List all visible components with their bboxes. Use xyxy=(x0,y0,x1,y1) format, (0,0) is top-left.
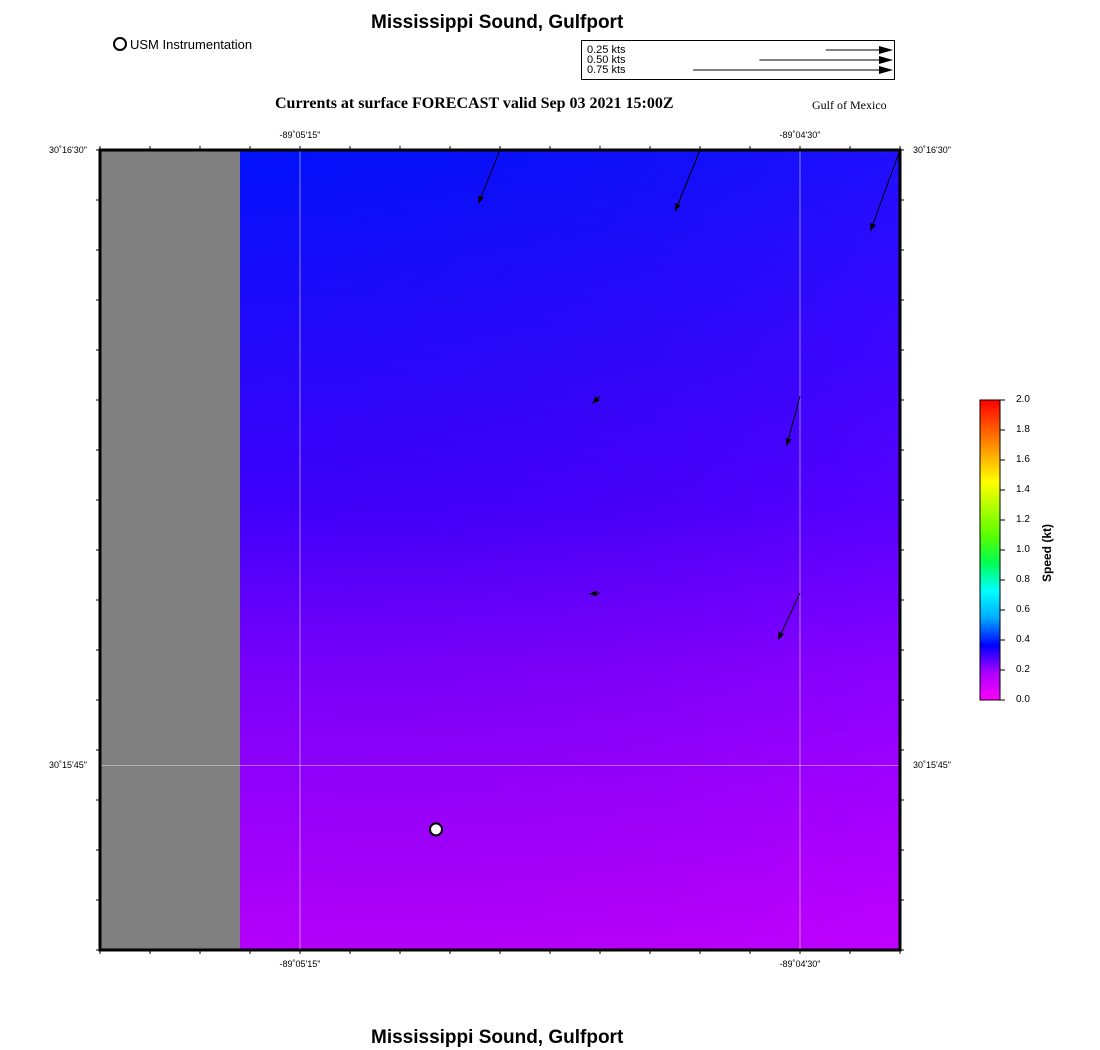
lon-tick-label: -89˚05'15" xyxy=(280,959,321,969)
colorbar-tick-label: 1.8 xyxy=(1016,424,1030,435)
colorbar-tick-label: 0.0 xyxy=(1016,694,1030,705)
lon-tick-label: -89˚04'30" xyxy=(780,130,821,140)
lat-tick-label: 30˚15'45" xyxy=(913,760,951,770)
land-mask xyxy=(100,150,240,950)
colorbar-tick-label: 0.8 xyxy=(1016,574,1030,585)
colorbar-gradient xyxy=(980,400,1000,700)
colorbar-title: Speed (kt) xyxy=(1040,524,1054,582)
lat-tick-label: 30˚15'45" xyxy=(49,760,87,770)
colorbar-tick-label: 0.2 xyxy=(1016,664,1030,675)
colorbar-tick-label: 2.0 xyxy=(1016,394,1030,405)
station-marker[interactable] xyxy=(430,823,442,835)
colorbar-tick-label: 0.4 xyxy=(1016,634,1030,645)
colorbar-tick-label: 1.2 xyxy=(1016,514,1030,525)
lat-tick-label: 30˚16'30" xyxy=(49,145,87,155)
colorbar-tick-label: 1.0 xyxy=(1016,544,1030,555)
colorbar-tick-label: 0.6 xyxy=(1016,604,1030,615)
lon-tick-label: -89˚05'15" xyxy=(280,130,321,140)
lat-tick-label: 30˚16'30" xyxy=(913,145,951,155)
colorbar-tick-label: 1.6 xyxy=(1016,454,1030,465)
colorbar-tick-label: 1.4 xyxy=(1016,484,1030,495)
footer-title: Mississippi Sound, Gulfport xyxy=(371,1027,623,1049)
speed-colorbar xyxy=(970,390,1015,710)
lon-tick-label: -89˚04'30" xyxy=(780,959,821,969)
